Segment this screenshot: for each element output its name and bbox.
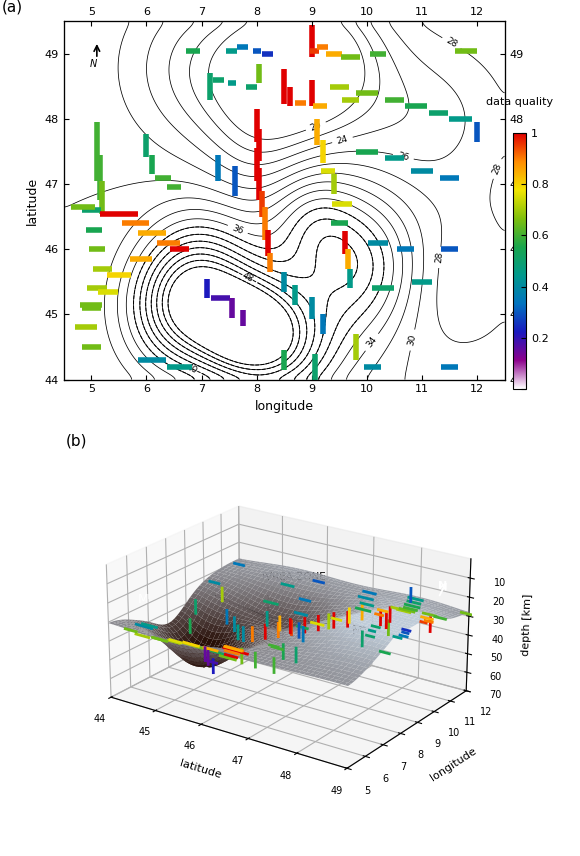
X-axis label: longitude: longitude [255, 400, 314, 413]
Y-axis label: latitude: latitude [26, 176, 39, 224]
Text: 30: 30 [407, 334, 418, 347]
Y-axis label: longitude: longitude [428, 746, 478, 783]
Text: 24: 24 [336, 134, 349, 146]
Text: 34: 34 [365, 335, 379, 349]
Text: 26: 26 [397, 152, 410, 163]
Text: N: N [438, 580, 448, 591]
Text: 40: 40 [184, 362, 199, 375]
Text: 28: 28 [435, 252, 445, 264]
Text: 28: 28 [444, 36, 459, 50]
Text: (b): (b) [66, 434, 88, 449]
Text: (a): (a) [2, 0, 23, 15]
Text: N: N [89, 59, 97, 69]
Text: 20: 20 [309, 120, 323, 133]
Text: 36: 36 [231, 223, 245, 235]
Text: 28: 28 [491, 162, 503, 175]
Text: 48: 48 [241, 271, 255, 284]
Text: data quality: data quality [486, 97, 553, 107]
X-axis label: latitude: latitude [179, 758, 223, 780]
